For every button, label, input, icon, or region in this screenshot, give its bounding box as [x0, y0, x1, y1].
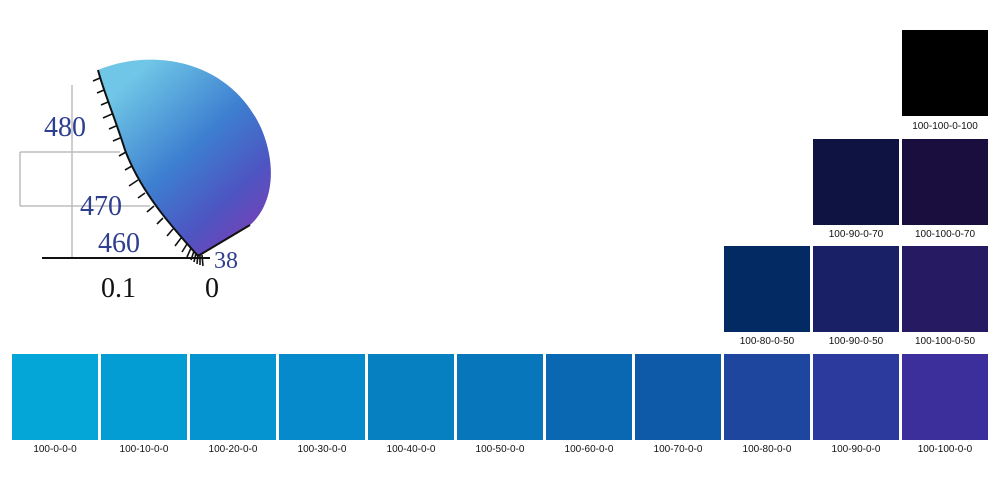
x-tick-label-0: 0 [205, 273, 219, 300]
swatch-100-60-0-0 [546, 354, 632, 440]
swatch-100-100-0-50 [902, 246, 988, 332]
swatch-100-20-0-0 [190, 354, 276, 440]
wavelength-label-470: 470 [80, 191, 122, 222]
swatch-100-30-0-0 [279, 354, 365, 440]
swatch-label: 100-90-0-50 [828, 336, 884, 347]
swatch-label: 100-30-0-0 [297, 444, 347, 455]
swatch-label: 100-60-0-0 [564, 444, 614, 455]
swatch-label: 100-100-0-0 [917, 444, 973, 455]
spectral-locus-area [98, 59, 271, 257]
swatch-label: 100-100-0-100 [912, 121, 978, 132]
swatch-label: 100-100-0-70 [914, 229, 976, 240]
swatch-label: 100-40-0-0 [386, 444, 436, 455]
swatch-100-40-0-0 [368, 354, 454, 440]
swatch-label: 100-90-0-70 [828, 229, 884, 240]
wavelength-label-460: 460 [98, 228, 140, 259]
swatch-label: 100-70-0-0 [653, 444, 703, 455]
swatch-100-100-0-0 [902, 354, 988, 440]
swatch-100-50-0-0 [457, 354, 543, 440]
swatch-100-80-0-0 [724, 354, 810, 440]
swatch-label: 100-80-0-0 [742, 444, 792, 455]
swatch-100-100-0-70 [902, 139, 988, 225]
swatch-label: 100-100-0-50 [914, 336, 976, 347]
swatch-100-90-0-70 [813, 139, 899, 225]
wavelength-label-380: 38 [214, 248, 238, 274]
grid [19, 85, 150, 258]
spectral-locus-edge [97, 69, 199, 257]
purple-line [197, 224, 251, 257]
swatch-label: 100-20-0-0 [208, 444, 258, 455]
x-tick-label-0-1: 0.1 [101, 273, 136, 300]
swatch-label: 100-80-0-50 [739, 336, 795, 347]
swatch-100-80-0-50 [724, 246, 810, 332]
chromaticity-diagram: 480 470 460 38 0.1 0 [19, 59, 271, 300]
swatch-label: 100-0-0-0 [33, 444, 77, 455]
wavelength-label-480: 480 [44, 112, 86, 143]
swatch-100-90-0-0 [813, 354, 899, 440]
swatch-100-90-0-50 [813, 246, 899, 332]
swatch-label: 100-50-0-0 [475, 444, 525, 455]
wavelength-ticks [92, 77, 204, 267]
swatch-100-0-0-0 [12, 354, 98, 440]
swatch-100-100-0-100 [902, 30, 988, 116]
swatch-label: 100-10-0-0 [119, 444, 169, 455]
swatch-100-10-0-0 [101, 354, 187, 440]
swatch-label: 100-90-0-0 [831, 444, 881, 455]
swatch-100-70-0-0 [635, 354, 721, 440]
